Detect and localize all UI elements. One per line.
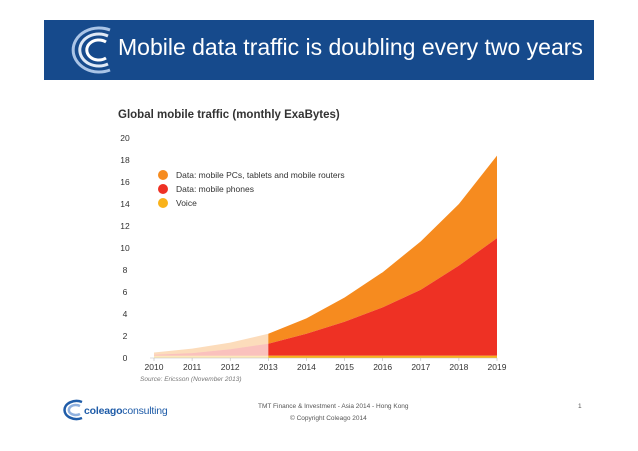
area-data-mobile-pcs-tablets-and-mobile-routers [268, 155, 497, 344]
y-tick-label: 12 [120, 221, 130, 231]
chart-source: Source: Ericsson (November 2013) [140, 376, 242, 383]
x-tick-label: 2014 [297, 362, 316, 372]
coleago-logo: coleagoconsulting [84, 405, 168, 417]
y-tick-label: 0 [123, 353, 128, 363]
x-tick-label: 2016 [373, 362, 392, 372]
area-data-mobile-phones [268, 238, 497, 356]
y-tick-label: 20 [120, 133, 130, 143]
y-tick-label: 8 [123, 265, 128, 275]
area-historical-voice [154, 355, 269, 358]
legend-swatch [158, 198, 168, 208]
x-tick-label: 2015 [335, 362, 354, 372]
coleago-logo-icon [63, 399, 83, 421]
y-tick-label: 2 [123, 331, 128, 341]
y-tick-label: 14 [120, 199, 130, 209]
page-number: 1 [578, 403, 582, 410]
y-tick-label: 4 [123, 309, 128, 319]
x-tick-label: 2012 [221, 362, 240, 372]
x-tick-label: 2018 [449, 362, 468, 372]
legend-swatch [158, 170, 168, 180]
x-tick-label: 2010 [145, 362, 164, 372]
area-voice [268, 355, 497, 358]
legend-label: Data: mobile PCs, tablets and mobile rou… [176, 170, 345, 180]
footer-copyright: © Copyright Coleago 2014 [290, 415, 367, 422]
x-tick-label: 2011 [183, 362, 202, 372]
legend-label: Voice [176, 198, 197, 208]
logo-rest: consulting [122, 405, 168, 417]
footer-event: TMT Finance & Investment - Asia 2014 - H… [258, 403, 409, 410]
area-historical-data-mobile-phones [154, 343, 269, 356]
x-tick-label: 2019 [488, 362, 507, 372]
area-historical-data-mobile-pcs-tablets-and-mobile-routers [154, 333, 269, 355]
legend-label: Data: mobile phones [176, 184, 254, 194]
x-tick-label: 2017 [411, 362, 430, 372]
y-tick-label: 10 [120, 243, 130, 253]
y-tick-label: 18 [120, 155, 130, 165]
slide-title: Mobile data traffic is doubling every tw… [118, 34, 583, 60]
banner-swirl-logo [71, 26, 111, 74]
y-tick-label: 6 [123, 287, 128, 297]
legend-swatch [158, 184, 168, 194]
y-tick-label: 16 [120, 177, 130, 187]
x-tick-label: 2013 [259, 362, 278, 372]
title-banner [44, 20, 594, 80]
chart-title: Global mobile traffic (monthly ExaBytes) [118, 109, 340, 121]
logo-bold: coleago [84, 405, 123, 417]
